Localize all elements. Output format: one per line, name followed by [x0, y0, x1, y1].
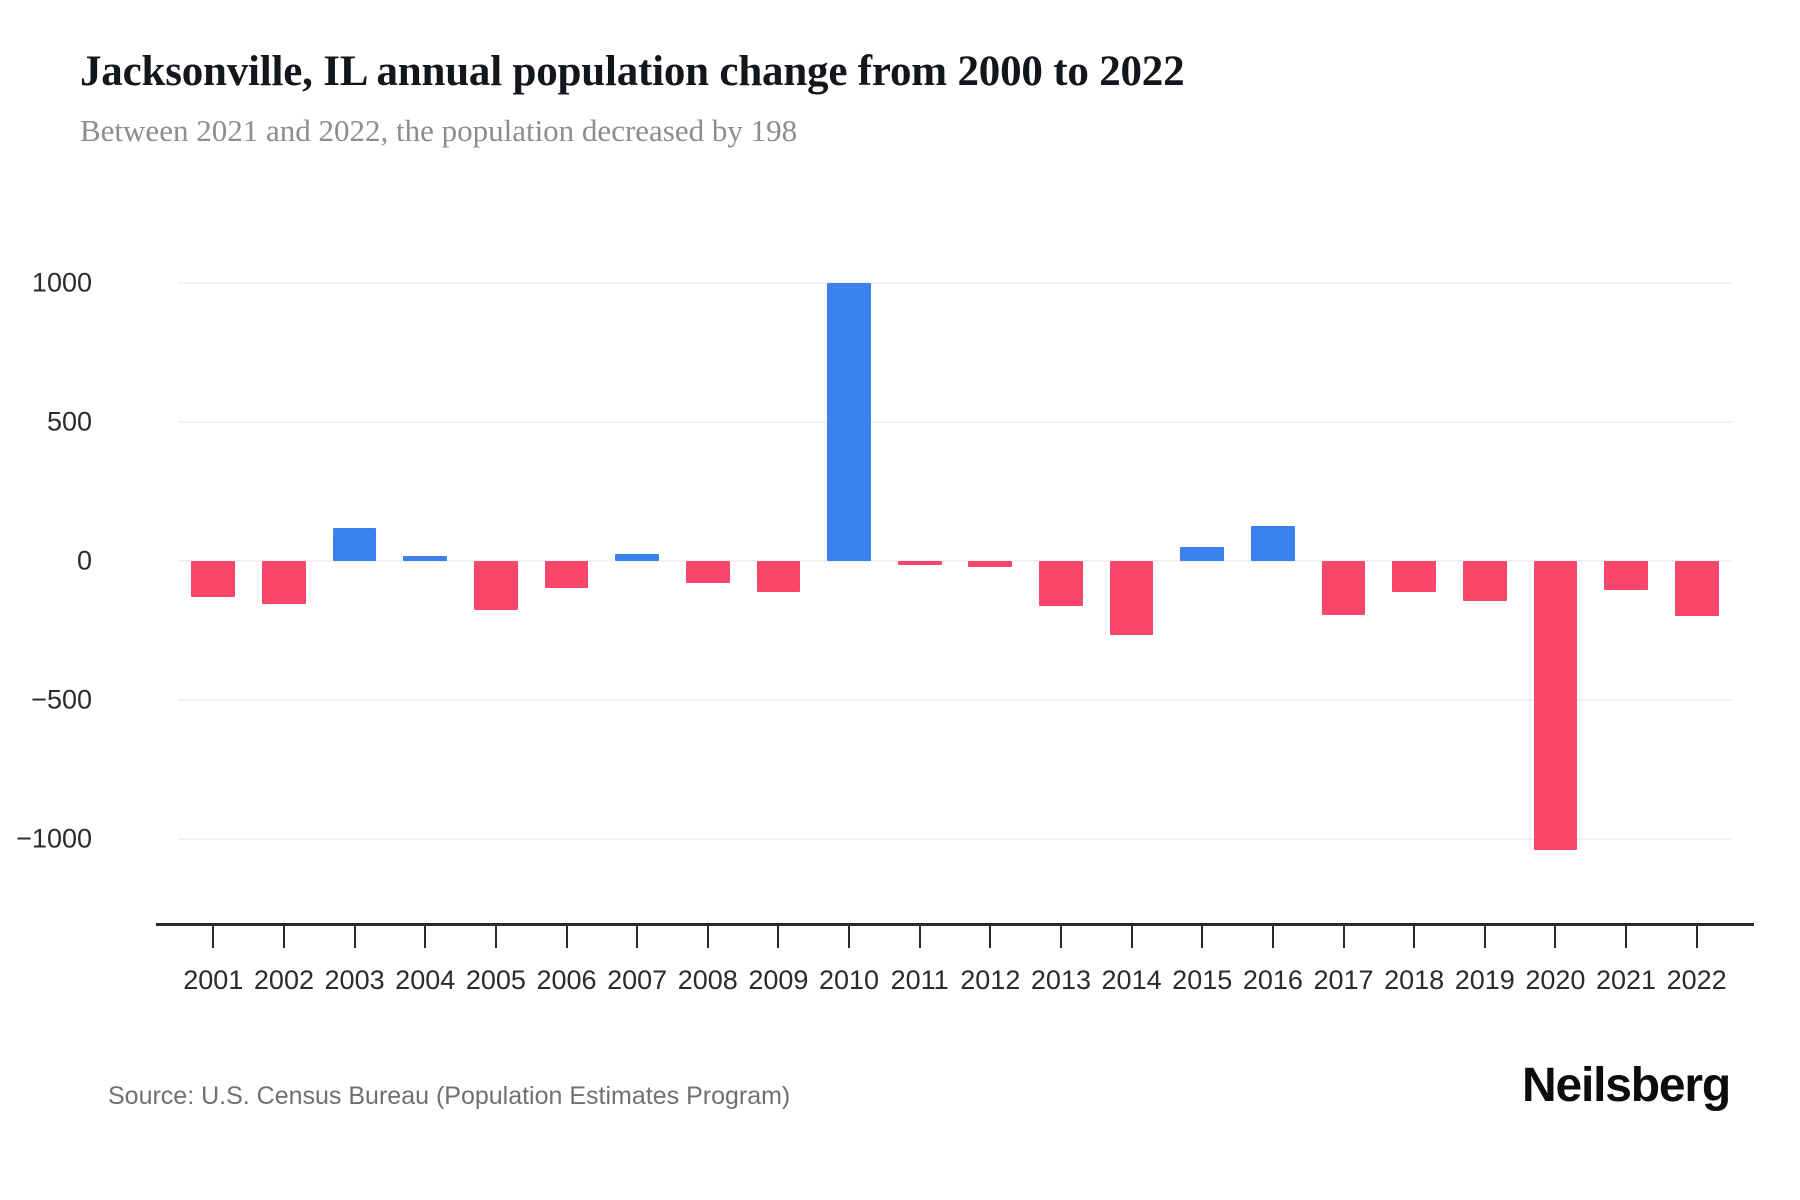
x-axis-tick-label: 2016 — [1242, 965, 1303, 995]
bar-2019[interactable] — [1462, 561, 1507, 602]
x-axis-tick-label: 2005 — [465, 965, 526, 995]
bar-2003[interactable] — [332, 527, 377, 562]
x-axis-tick-label: 2017 — [1313, 965, 1374, 995]
source-note: Source: U.S. Census Bureau (Population E… — [108, 1082, 791, 1110]
x-axis-tick — [706, 926, 709, 948]
bar-2014[interactable] — [1109, 561, 1154, 635]
y-axis-tick-label: 1000 — [31, 267, 92, 298]
x-axis-tick-label: 2022 — [1666, 965, 1727, 995]
x-axis-tick — [1059, 926, 1062, 948]
chart-subtitle: Between 2021 and 2022, the population de… — [80, 113, 798, 149]
bar-2022[interactable] — [1674, 561, 1719, 617]
gridline — [178, 281, 1732, 284]
bar-2007[interactable] — [615, 554, 660, 562]
bar-2004[interactable] — [403, 555, 448, 562]
bar-2009[interactable] — [756, 561, 801, 592]
x-axis-tick — [1554, 926, 1557, 948]
bar-2002[interactable] — [262, 561, 306, 605]
x-axis-tick — [777, 926, 780, 948]
bar-2021[interactable] — [1604, 561, 1648, 591]
x-axis-tick-label: 2014 — [1101, 965, 1162, 995]
x-axis-tick-label: 2004 — [395, 965, 456, 995]
x-axis-tick-label: 2018 — [1384, 965, 1445, 995]
x-axis-tick — [636, 926, 639, 948]
gridline — [178, 560, 1732, 563]
x-axis-tick — [212, 926, 215, 948]
bar-2011[interactable] — [897, 561, 942, 566]
bar-2015[interactable] — [1180, 547, 1225, 562]
bar-2018[interactable] — [1392, 561, 1437, 592]
x-axis-tick-label: 2009 — [748, 965, 809, 995]
x-axis-line — [156, 923, 1754, 926]
x-axis-tick-label: 2007 — [607, 965, 668, 995]
bar-2016[interactable] — [1250, 526, 1295, 562]
x-axis-tick-label: 2001 — [183, 965, 244, 995]
chart-header: Jacksonville, IL annual population chang… — [80, 48, 1730, 149]
bar-2017[interactable] — [1321, 561, 1366, 616]
bar-2006[interactable] — [544, 561, 589, 588]
x-axis-tick-label: 2008 — [677, 965, 738, 995]
x-axis-tick — [494, 926, 497, 948]
x-axis-tick — [353, 926, 356, 948]
x-axis-tick — [1413, 926, 1416, 948]
x-axis-tick-label: 2013 — [1030, 965, 1091, 995]
bar-2013[interactable] — [1039, 561, 1083, 606]
x-axis-tick-label: 2015 — [1172, 965, 1233, 995]
gridline — [178, 420, 1732, 423]
x-axis-tick — [1483, 926, 1486, 948]
bar-2001[interactable] — [191, 561, 236, 598]
x-axis-tick — [1201, 926, 1204, 948]
x-axis-tick — [1625, 926, 1628, 948]
x-axis-tick — [1271, 926, 1274, 948]
y-axis-tick-label: 0 — [76, 545, 92, 576]
x-axis-tick-label: 2020 — [1525, 965, 1586, 995]
x-axis-tick — [848, 926, 851, 948]
y-axis-tick-label: 500 — [46, 406, 92, 437]
brand-logo: Neilsberg — [1522, 1059, 1731, 1112]
x-axis-tick-label: 2006 — [536, 965, 597, 995]
gridline — [178, 838, 1732, 841]
x-axis-tick-label: 2012 — [960, 965, 1021, 995]
page-title: Jacksonville, IL annual population chang… — [80, 48, 1185, 95]
x-axis-tick-label: 2010 — [818, 965, 880, 995]
x-axis-tick — [565, 926, 568, 948]
x-axis-tick-label: 2003 — [324, 965, 385, 995]
plot-area: 1000 500 0 −500 −1000 2001 2002 2003 2004 2005 200… — [16, 255, 1754, 995]
x-axis-tick — [282, 926, 285, 948]
gridline — [178, 699, 1732, 702]
y-axis-tick-label: −500 — [31, 684, 92, 715]
bar-2005[interactable] — [473, 561, 518, 610]
bar-2020[interactable] — [1533, 561, 1578, 851]
x-axis-tick — [918, 926, 921, 948]
x-axis-tick — [1695, 926, 1698, 948]
x-axis-tick — [1342, 926, 1345, 948]
bar-2012[interactable] — [968, 561, 1013, 567]
x-axis-tick-label: 2021 — [1595, 965, 1657, 995]
bar-2008[interactable] — [685, 561, 730, 584]
x-axis-tick-label: 2019 — [1454, 965, 1515, 995]
x-axis-tick-label: 2002 — [253, 965, 314, 995]
x-axis-tick — [424, 926, 427, 948]
y-axis-tick-label: −1000 — [16, 823, 92, 854]
x-axis-tick — [989, 926, 992, 948]
x-axis-tick-label: 2011 — [890, 965, 949, 995]
x-axis-tick — [1130, 926, 1133, 948]
bar-2010[interactable] — [827, 282, 871, 562]
